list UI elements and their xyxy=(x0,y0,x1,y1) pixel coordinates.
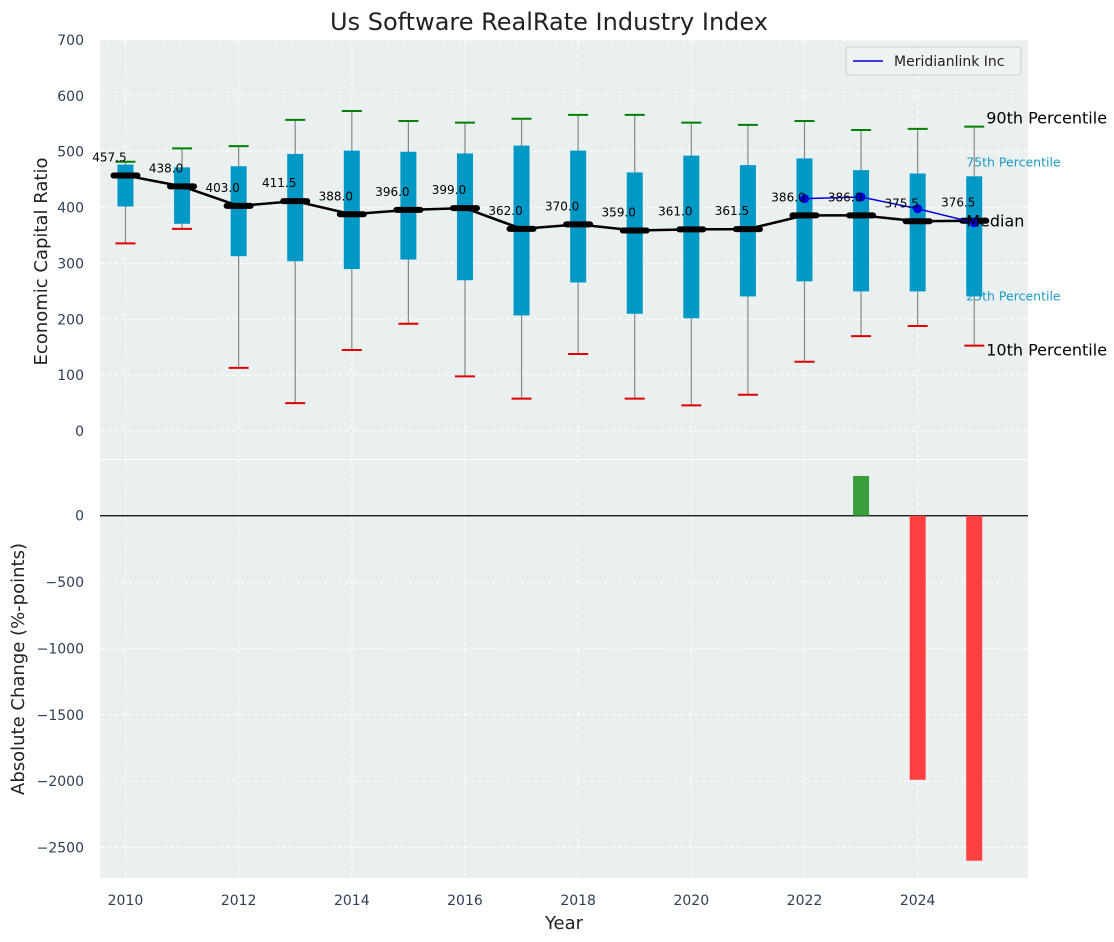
decrease-bar xyxy=(909,515,926,780)
p75-label: 75th Percentile xyxy=(966,154,1061,169)
chart-title: Us Software RealRate Industry Index xyxy=(330,8,768,36)
top-plot-area xyxy=(100,40,1028,459)
bottom-y-tick-label: −2500 xyxy=(37,840,84,856)
median-line xyxy=(125,174,975,232)
top-y-axis-title: Economic Capital Ratio xyxy=(31,158,52,366)
bottom-y-tick-label: −500 xyxy=(46,575,84,591)
company-point xyxy=(969,218,979,228)
company-line xyxy=(804,196,975,224)
x-tick-label: 2012 xyxy=(221,893,257,909)
top-y-tick-label: 300 xyxy=(57,256,84,272)
x-tick-label: 2024 xyxy=(900,893,936,909)
p10-label: 10th Percentile xyxy=(986,341,1107,360)
median-value-label: 359.0 xyxy=(602,206,636,220)
median-value-label: 399.0 xyxy=(432,183,466,197)
top-y-tick-label: 0 xyxy=(75,424,84,440)
p25-label: 25th Percentile xyxy=(966,288,1061,303)
increase-bar xyxy=(853,475,870,516)
box-iqr xyxy=(117,164,134,207)
box-iqr xyxy=(174,167,191,224)
box-iqr xyxy=(683,155,700,319)
top-y-tick-label: 700 xyxy=(57,33,84,49)
box-iqr xyxy=(287,153,304,262)
median-value-label: 361.0 xyxy=(658,204,692,218)
bottom-y-axis-title: Absolute Change (%-points) xyxy=(8,543,29,795)
median-value-label: 403.0 xyxy=(205,181,239,195)
box-iqr xyxy=(796,158,813,282)
top-y-tick-label: 600 xyxy=(57,89,84,105)
x-tick-label: 2016 xyxy=(447,893,483,909)
decrease-bar xyxy=(966,515,983,861)
box-iqr xyxy=(230,166,247,257)
median-value-label: 376.5 xyxy=(941,196,975,210)
median-value-label: 386.0 xyxy=(828,190,862,204)
median-value-label: 438.0 xyxy=(149,161,183,175)
legend-entry-label: Meridianlink Inc xyxy=(894,54,1004,70)
median-value-label: 361.5 xyxy=(715,204,749,218)
x-tick-label: 2010 xyxy=(108,893,144,909)
median-value-label: 386.0 xyxy=(771,190,805,204)
x-axis-title: Year xyxy=(544,913,584,934)
bottom-y-tick-label: 0 xyxy=(75,509,84,525)
median-value-label: 370.0 xyxy=(545,199,579,213)
median-value-label: 411.5 xyxy=(262,176,296,190)
box-iqr xyxy=(400,151,417,260)
box-iqr xyxy=(570,150,587,283)
x-tick-label: 2020 xyxy=(673,893,709,909)
median-value-label: 375.5 xyxy=(884,196,918,210)
top-y-tick-label: 400 xyxy=(57,201,84,217)
box-iqr xyxy=(456,153,473,281)
median-label: Median xyxy=(966,212,1024,231)
top-y-tick-label: 100 xyxy=(57,368,84,384)
company-point xyxy=(913,204,923,214)
bottom-panel: −2500 −2000 −1500 −1000 −500 0 Absolute Change… xyxy=(8,460,1028,909)
legend[interactable]: Meridianlink Inc xyxy=(845,46,1022,76)
top-panel: 0 100 200 300 400 500 600 700 Economic Capital R… xyxy=(31,33,1107,459)
box-iqr xyxy=(626,172,643,314)
bottom-y-tick-label: −2000 xyxy=(37,774,84,790)
box-iqr xyxy=(909,173,926,292)
top-y-tick-label: 500 xyxy=(57,145,84,161)
x-tick-label: 2022 xyxy=(787,893,823,909)
top-y-tick-label: 200 xyxy=(57,312,84,328)
bottom-y-tick-label: −1500 xyxy=(37,708,84,724)
company-point xyxy=(856,192,866,202)
company-point xyxy=(799,194,809,204)
legend-box xyxy=(845,46,1022,76)
median-value-label: 457.5 xyxy=(92,150,126,164)
x-tick-label: 2014 xyxy=(334,893,370,909)
bottom-y-tick-label: −1000 xyxy=(37,641,84,657)
x-tick-label: 2018 xyxy=(560,893,596,909)
box-iqr xyxy=(343,150,360,270)
box-iqr xyxy=(853,170,870,292)
median-value-label: 388.0 xyxy=(319,189,353,203)
box-iqr xyxy=(966,176,983,297)
median-value-label: 396.0 xyxy=(375,185,409,199)
median-value-label: 362.0 xyxy=(488,204,522,218)
bottom-plot-area xyxy=(100,460,1028,878)
p90-label: 90th Percentile xyxy=(986,109,1107,128)
